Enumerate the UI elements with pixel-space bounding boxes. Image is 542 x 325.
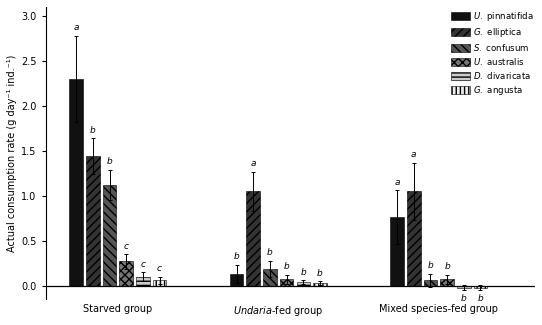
Bar: [230, 274, 243, 286]
Text: a: a: [73, 23, 79, 32]
Text: c: c: [124, 241, 128, 251]
Text: b: b: [428, 261, 433, 270]
Text: a: a: [250, 159, 256, 168]
Text: b: b: [90, 126, 96, 135]
Bar: [102, 185, 117, 286]
Legend: $\it{U.}$ pinnatifida, $\it{G.}$ elliptica, $\it{S.}$ confusum, $\it{U.}$ austra: $\it{U.}$ pinnatifida, $\it{G.}$ ellipti…: [449, 8, 535, 99]
Bar: [153, 280, 166, 286]
Bar: [440, 280, 454, 286]
Text: b: b: [107, 157, 112, 166]
Text: a: a: [395, 178, 400, 187]
Bar: [424, 280, 437, 286]
Text: b: b: [461, 294, 467, 303]
Bar: [390, 217, 404, 286]
Text: b: b: [478, 294, 483, 303]
Text: c: c: [140, 260, 145, 269]
Bar: [296, 282, 310, 286]
Bar: [280, 280, 293, 286]
Bar: [69, 79, 83, 286]
Text: b: b: [317, 269, 323, 278]
Bar: [457, 286, 470, 288]
Text: b: b: [300, 268, 306, 277]
Bar: [247, 191, 260, 286]
Text: b: b: [234, 253, 240, 261]
Text: c: c: [157, 264, 162, 273]
Text: b: b: [284, 262, 289, 271]
Bar: [313, 283, 327, 286]
Text: a: a: [411, 150, 416, 159]
Text: b: b: [444, 262, 450, 271]
Bar: [119, 261, 133, 286]
Bar: [407, 191, 421, 286]
Bar: [136, 277, 150, 286]
Text: b: b: [267, 248, 273, 257]
Bar: [86, 156, 100, 286]
Y-axis label: Actual consumption rate (g day⁻¹ ind.⁻¹): Actual consumption rate (g day⁻¹ ind.⁻¹): [7, 54, 17, 252]
Bar: [263, 269, 277, 286]
Bar: [474, 286, 487, 288]
